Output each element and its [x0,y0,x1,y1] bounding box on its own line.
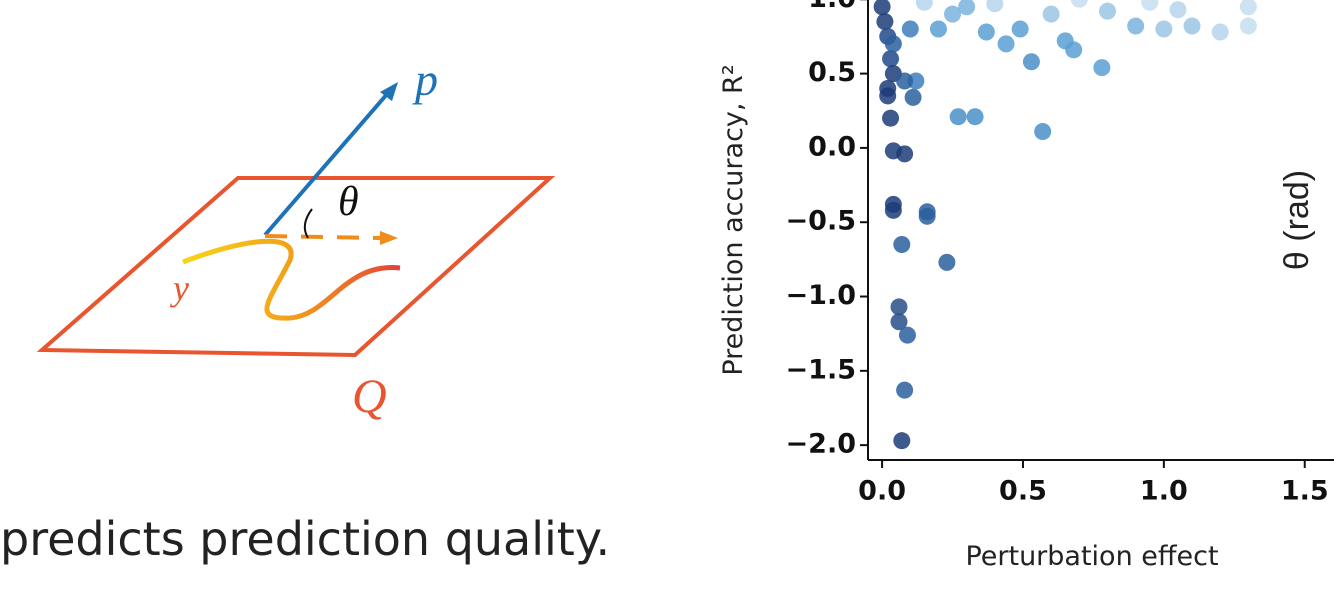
point [986,0,1004,13]
arrowhead-proj [380,231,398,245]
y-tick-label: 0.5 [808,57,856,88]
point [896,72,914,90]
y-tick-label: −1.5 [786,354,856,385]
x-tick-label: 0.5 [999,476,1047,507]
y-tick-label: 0.0 [808,131,856,162]
point [896,381,914,399]
point [882,50,900,68]
point [879,87,897,105]
y-label: y [170,268,189,308]
arrowhead-p [380,82,398,101]
point [898,326,916,344]
point [890,313,908,331]
point [929,20,947,38]
point [1239,17,1257,35]
chart: −2.0 −1.5 −1.0 −0.5 0.0 0.5 1.0 0.0 0.5 1.0 1.5 Per… [718,0,1334,572]
point [1034,123,1052,141]
point [915,0,933,11]
point [1022,53,1040,71]
point [890,298,908,316]
point [884,201,902,219]
point [966,108,984,126]
q-label: Q [352,370,387,423]
point [1056,32,1074,50]
x-axis-label: Perturbation effect [965,541,1218,572]
y-axis-label: Prediction accuracy, R² [718,64,749,375]
point [1183,17,1201,35]
diagram: p θ y Q [36,54,556,423]
point [949,108,967,126]
point [1070,0,1088,8]
x-tick-label: 1.5 [1281,476,1329,507]
x-tick-label: 0.0 [858,476,906,507]
x-tick-label: 1.0 [1140,476,1188,507]
point [1155,20,1173,38]
point [896,145,914,163]
point [1239,0,1257,16]
point [1099,2,1116,20]
point [1141,0,1159,11]
point [884,35,902,53]
p-label: p [412,54,438,105]
point [901,20,919,38]
point [958,0,976,16]
point [882,109,900,127]
caption: predicts prediction quality. [0,512,610,566]
projection [264,234,381,240]
point [938,253,956,271]
point [997,35,1015,53]
point [1211,23,1229,41]
theta-label: θ [338,179,359,225]
y-tick-label: −0.5 [786,206,856,237]
y-tick-label: −1.0 [786,280,856,311]
point [873,0,891,16]
colorbar-label: θ (rad) [1278,170,1316,270]
point [1011,20,1029,38]
plane [36,176,556,358]
point [1127,17,1145,35]
arrow-p [263,91,390,237]
point [1169,1,1187,19]
point [893,432,911,450]
point [1042,5,1060,23]
point [904,88,922,106]
point [876,13,894,31]
curve [182,238,401,321]
point [918,207,936,225]
y-tick-label: 1.0 [808,0,856,14]
y-tick-label: −2.0 [786,429,856,460]
point [944,5,962,23]
point [1093,59,1111,77]
point [893,236,911,254]
angle-arc [303,208,313,239]
point [977,23,995,41]
